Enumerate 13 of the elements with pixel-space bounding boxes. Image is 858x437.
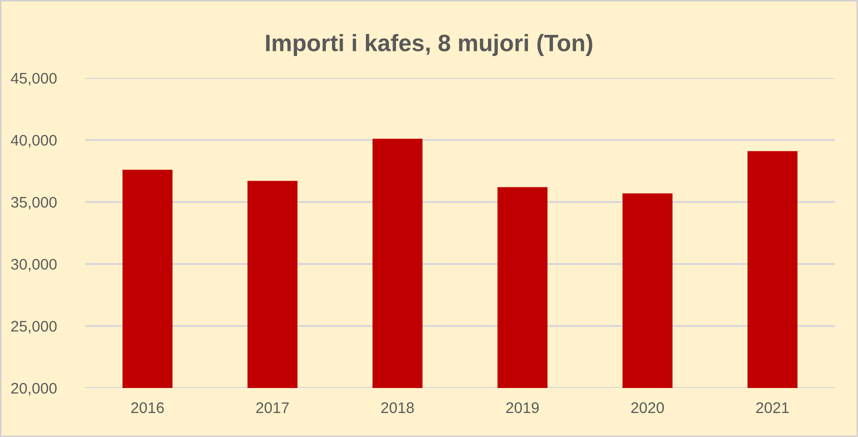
x-tick-label: 2018 — [381, 402, 414, 414]
y-tick-label: 45,000 — [10, 72, 57, 86]
x-tick-label: 2020 — [631, 402, 664, 414]
chart-title: Importi i kafes, 8 mujori (Ton) — [266, 34, 592, 56]
y-tick-label: 40,000 — [10, 134, 57, 148]
y-tick-label: 25,000 — [11, 320, 57, 334]
y-tick-label: 20,000 — [11, 382, 57, 396]
x-tick-label: 2017 — [256, 402, 289, 414]
y-tick-label: 30,000 — [11, 258, 57, 272]
x-tick-label: 2021 — [756, 402, 789, 414]
y-tick-label: 35,000 — [11, 196, 57, 210]
x-tick-label: 2016 — [131, 402, 164, 414]
x-tick-label: 2019 — [506, 402, 539, 414]
